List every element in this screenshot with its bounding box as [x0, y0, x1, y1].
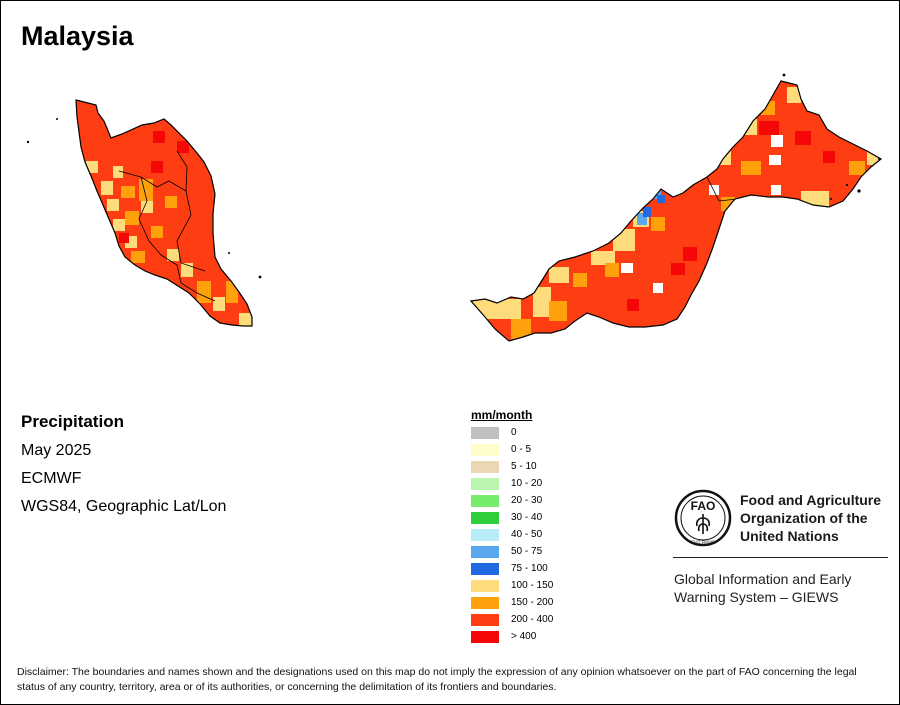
- borneo-islands: [782, 73, 880, 200]
- peninsular-coastline: [75, 99, 253, 327]
- legend-item: 5 - 10: [471, 458, 553, 475]
- legend-swatch: [471, 477, 499, 490]
- legend-swatch: [471, 494, 499, 507]
- legend-swatch: [471, 562, 499, 575]
- giews-line: Warning System – GIEWS: [674, 589, 839, 605]
- legend-swatch: [471, 528, 499, 541]
- fao-name-line: United Nations: [740, 528, 839, 544]
- giews-name: Global Information and Early Warning Sys…: [674, 570, 851, 606]
- legend-swatch: [471, 613, 499, 626]
- fao-name: Food and Agriculture Organization of the…: [740, 491, 881, 545]
- legend-item: > 400: [471, 628, 553, 645]
- legend-item: 100 - 150: [471, 577, 553, 594]
- borneo-coastline: [469, 80, 883, 342]
- legend-item: 75 - 100: [471, 560, 553, 577]
- fao-divider: [673, 557, 888, 558]
- legend-label: 200 - 400: [511, 614, 554, 625]
- fao-name-line: Organization of the: [740, 510, 868, 526]
- legend-item: 50 - 75: [471, 543, 553, 560]
- fao-name-line: Food and Agriculture: [740, 492, 882, 508]
- fao-logo-motto: FIAT PANIS: [691, 540, 715, 545]
- legend-item: 20 - 30: [471, 492, 553, 509]
- legend-item: 10 - 20: [471, 475, 553, 492]
- legend-item: 40 - 50: [471, 526, 553, 543]
- legend-item: 30 - 40: [471, 509, 553, 526]
- peninsular-islands: [26, 118, 262, 279]
- legend-label: 150 - 200: [511, 597, 554, 608]
- legend-swatch: [471, 443, 499, 456]
- wheat-ear-icon: [695, 514, 711, 534]
- legend-unit: mm/month: [471, 408, 533, 422]
- map-title: Malaysia: [21, 21, 134, 51]
- borneo-malaysia-grid: [471, 81, 881, 341]
- giews-line: Global Information and Early: [674, 571, 852, 587]
- legend-label: 75 - 100: [511, 563, 548, 574]
- legend-label: 30 - 40: [511, 512, 543, 523]
- precipitation-map: [26, 73, 883, 342]
- map-metadata: Precipitation May 2025 ECMWF WGS84, Geog…: [21, 412, 226, 526]
- legend-item: 0: [471, 424, 553, 441]
- source-label: ECMWF: [21, 470, 82, 487]
- legend-item: 150 - 200: [471, 594, 553, 611]
- legend-label: 0: [511, 427, 517, 438]
- legend-swatch: [471, 630, 499, 643]
- legend-label: 50 - 75: [511, 546, 543, 557]
- legend-swatch: [471, 426, 499, 439]
- disclaimer: Disclaimer: The boundaries and names sho…: [17, 666, 857, 693]
- legend-label: 0 - 5: [511, 444, 532, 455]
- legend-label: > 400: [511, 631, 537, 642]
- legend-label: 5 - 10: [511, 461, 537, 472]
- legend-swatch: [471, 596, 499, 609]
- peninsular-malaysia-grid: [76, 100, 252, 326]
- legend-label: 40 - 50: [511, 529, 543, 540]
- fao-logo-letters: FAO: [691, 499, 716, 513]
- fao-logo-icon: FAO FIAT PANIS: [674, 489, 732, 547]
- projection-label: WGS84, Geographic Lat/Lon: [21, 498, 227, 515]
- legend-label: 100 - 150: [511, 580, 554, 591]
- legend-swatch: [471, 460, 499, 473]
- period-label: May 2025: [21, 442, 92, 459]
- legend-swatch: [471, 579, 499, 592]
- legend-swatch: [471, 545, 499, 558]
- legend-item: 0 - 5: [471, 441, 553, 458]
- legend-item: 200 - 400: [471, 611, 553, 628]
- legend-label: 10 - 20: [511, 478, 543, 489]
- layer-title: Precipitation: [21, 412, 124, 431]
- legend-label: 20 - 30: [511, 495, 543, 506]
- legend: mm/month 0 0 - 5 5 - 10 10 - 20 20 - 30 …: [471, 408, 553, 645]
- legend-swatch: [471, 511, 499, 524]
